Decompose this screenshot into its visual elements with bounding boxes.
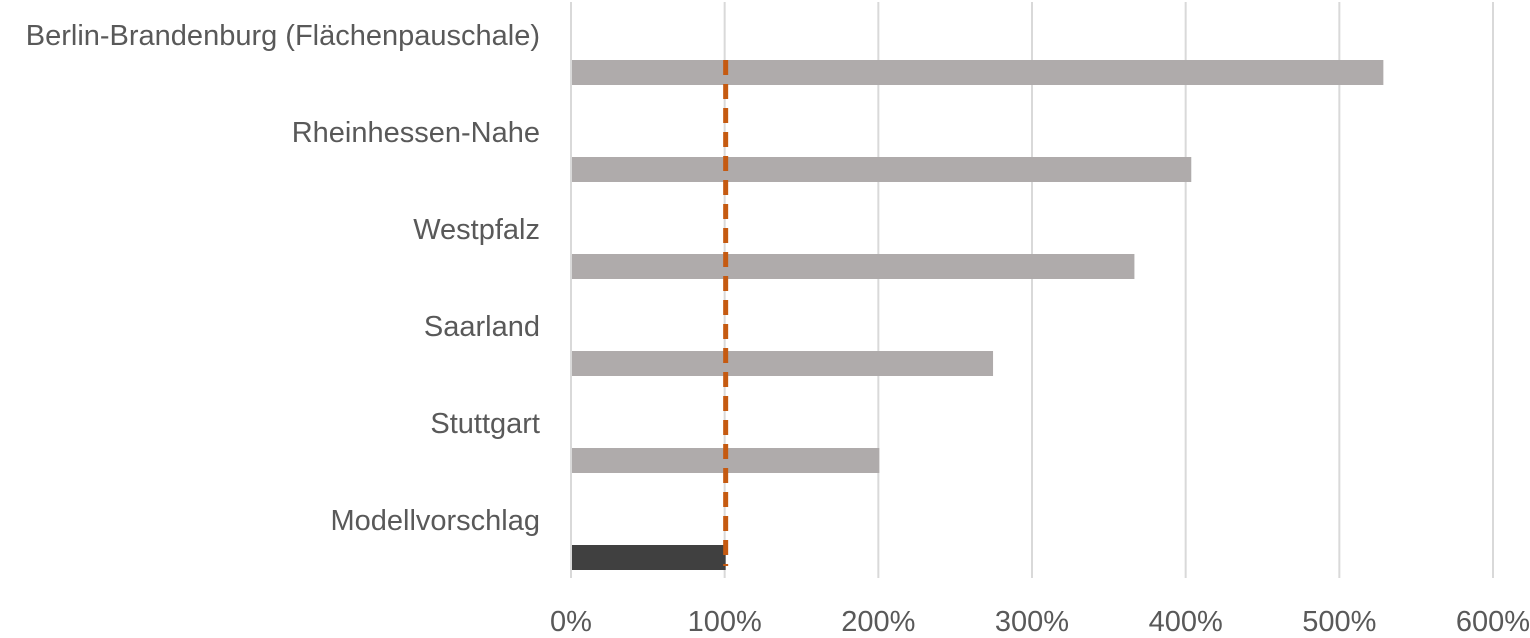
category-label: Modellvorschlag — [330, 505, 540, 537]
bar — [572, 545, 726, 570]
x-tick-label: 100% — [688, 606, 762, 633]
category-label: Westpfalz — [413, 214, 540, 246]
bar — [572, 351, 994, 376]
x-tick-label: 0% — [550, 606, 592, 633]
x-tick-label: 400% — [1149, 606, 1223, 633]
gridlines — [570, 2, 1494, 578]
x-tick-label: 500% — [1302, 606, 1376, 633]
x-tick-labels: 0% 100% 200% 300% 400% 500% 600% — [550, 606, 1530, 638]
category-label: Berlin-Brandenburg (Flächenpauschale) — [26, 20, 540, 52]
category-labels: Berlin-Brandenburg (Flächenpauschale) Rhe… — [26, 20, 540, 537]
x-tick-label: 600% — [1456, 606, 1530, 633]
category-label: Rheinhessen-Nahe — [292, 117, 540, 149]
category-label: Saarland — [424, 311, 540, 343]
category-label: Stuttgart — [430, 408, 540, 440]
bar — [572, 60, 1384, 85]
bar — [572, 254, 1135, 279]
x-tick-label: 300% — [995, 606, 1069, 633]
bars — [572, 60, 1384, 570]
bar — [572, 157, 1192, 182]
x-tick-label: 200% — [841, 606, 915, 633]
